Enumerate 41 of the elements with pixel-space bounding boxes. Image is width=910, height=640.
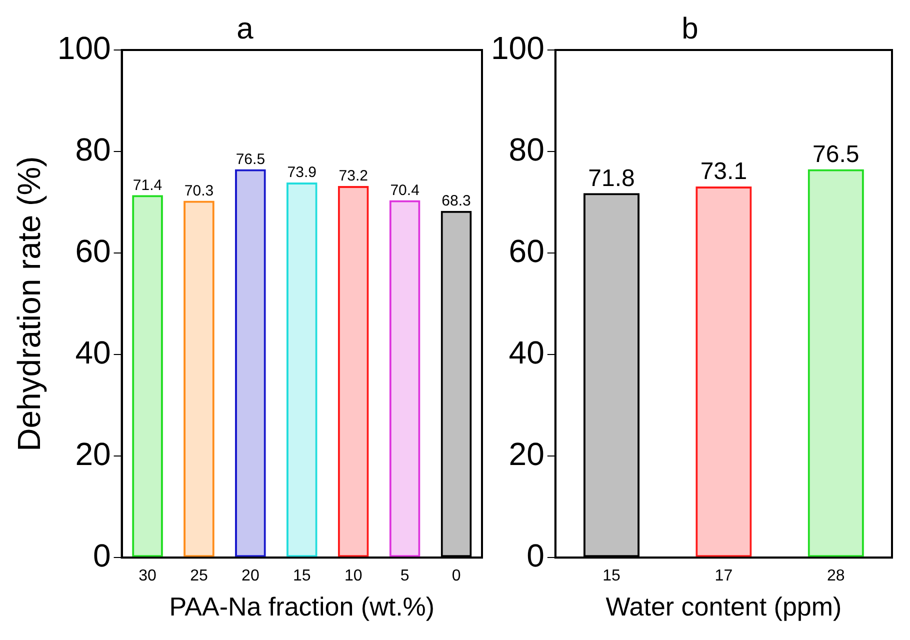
x-axis-title: PAA-Na fraction (wt.%) — [169, 592, 435, 622]
data-label: 70.4 — [390, 182, 420, 199]
data-label: 76.5 — [236, 150, 266, 168]
bar — [338, 186, 369, 558]
bar — [132, 195, 163, 558]
chart-title: b — [682, 12, 698, 46]
y-tick-label: 60 — [75, 232, 111, 269]
x-tick-label: 5 — [400, 568, 410, 585]
y-tick-label: 80 — [508, 131, 544, 168]
x-tick-label: 10 — [344, 568, 362, 585]
data-label: 73.9 — [287, 164, 316, 182]
y-tick-label: 40 — [508, 334, 544, 370]
x-tick-label: 0 — [452, 568, 461, 585]
y-tick-label: 100 — [491, 30, 544, 66]
data-label: 73.2 — [338, 168, 368, 185]
data-label: 71.8 — [588, 164, 635, 192]
y-tick-label: 20 — [508, 436, 544, 472]
bar — [286, 182, 318, 558]
x-axis-title: Water content (ppm) — [606, 592, 842, 622]
y-axis-title: Dehydration rate (%) — [11, 156, 48, 452]
data-label: 70.3 — [184, 182, 214, 200]
x-tick-label: 15 — [602, 568, 620, 585]
x-tick-label: 25 — [190, 568, 208, 585]
data-label: 71.4 — [132, 176, 162, 194]
chart-title: a — [236, 12, 254, 46]
x-tick-label: 15 — [292, 568, 311, 585]
bar — [235, 169, 266, 558]
y-tick-label: 100 — [57, 30, 111, 66]
x-tick-label: 28 — [827, 568, 845, 585]
data-label: 76.5 — [812, 140, 860, 168]
y-tick-label: 20 — [75, 436, 111, 472]
bar — [389, 200, 420, 558]
y-tick-label: 60 — [508, 232, 544, 269]
x-tick-label: 30 — [138, 568, 157, 585]
y-tick-label: 40 — [75, 334, 111, 370]
bar — [184, 200, 214, 558]
x-tick-label: 17 — [714, 568, 733, 585]
data-label: 73.1 — [700, 158, 748, 186]
x-tick-label: 20 — [242, 568, 260, 585]
data-label: 68.3 — [442, 192, 471, 210]
y-tick-label: 80 — [75, 131, 111, 168]
